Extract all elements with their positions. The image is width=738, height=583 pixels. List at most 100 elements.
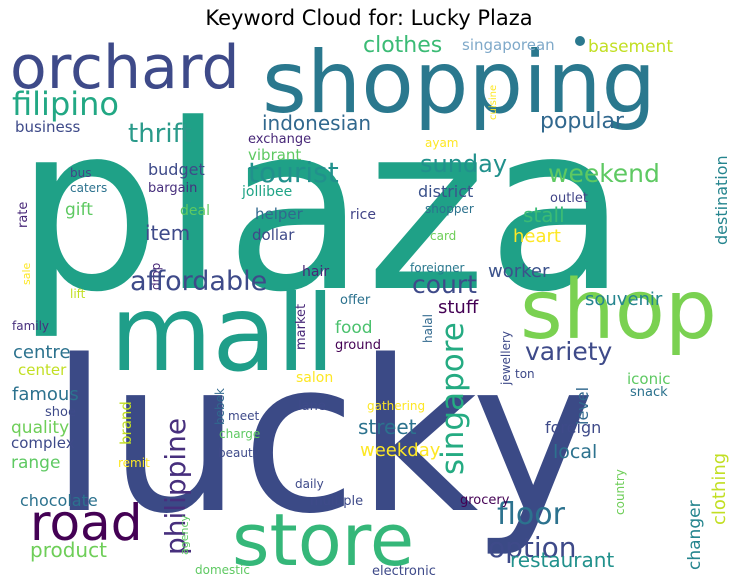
cloud-word-shop: shop [520,263,717,358]
cloud-word-country: country [613,469,627,515]
cloud-word-court: court [412,270,477,299]
cloud-word-drop: drop [149,263,163,290]
cloud-word-lucky: lucky [50,315,595,560]
cloud-word-chocolate: chocolate [20,491,98,510]
cloud-word-weekend: weekend [548,159,660,188]
cloud-word-filipino: filipino [12,85,119,123]
cloud-word-quality: quality [11,418,69,438]
cloud-word-range: range [11,453,60,473]
cloud-word-bargain: bargain [148,181,197,196]
cloud-word-famous: famous [12,384,79,405]
cloud-word-clothing: clothing [709,453,730,525]
cloud-word-family: family [12,319,49,333]
cloud-word-vibrant: vibrant [248,146,301,164]
cloud-word-shopping: shopping [262,33,656,133]
cloud-word-exchange: exchange [248,132,311,147]
cloud-word-changer: changer [685,500,705,570]
cloud-word-bebek: bebek [213,388,227,425]
cloud-word-philippine: philippine [159,418,192,555]
cloud-word-item: item [145,221,190,245]
cloud-word-meet: meet [228,409,259,423]
cloud-word-dollar: dollar [252,226,295,244]
cloud-word-grocery: grocery [460,493,510,508]
cloud-word-budget: budget [148,160,205,179]
cloud-word-hair: hair [302,264,329,280]
cloud-word-heart: heart [513,226,561,247]
dot-mark [575,36,585,46]
cloud-word-stall: stall [523,203,565,227]
cloud-word-center: center [18,361,67,379]
cloud-word-worker: worker [488,261,550,282]
cloud-word-mall: mall [110,273,335,395]
cloud-title: Keyword Cloud for: Lucky Plaza [205,6,533,30]
cloud-word-option: option [488,531,577,564]
cloud-word-singapore: singapore [435,322,471,475]
cloud-word-food: food [335,318,373,338]
cloud-word-cuisine: cuisine [488,85,499,120]
cloud-word-sale: sale [20,262,33,285]
cloud-word-outlet: outlet [550,191,588,206]
cloud-word-salon: salon [296,370,333,386]
cloud-word-lift: lift [70,287,86,301]
cloud-word-jewellery: jewellery [499,331,513,386]
cloud-word-multiple: multiple [310,494,363,509]
cloud-word-variety: variety [525,337,613,366]
cloud-word-domestic: domestic [195,563,250,577]
cloud-word-iconic: iconic [627,370,671,388]
cloud-word-ton: ton [515,367,535,381]
cloud-word-jollibee: jollibee [241,184,292,200]
cloud-word-business: business [15,118,81,136]
cloud-word-floor: floor [497,497,566,532]
cloud-word-affordable: affordable [130,266,267,297]
cloud-word-shopper: shopper [425,202,474,216]
cloud-word-deal: deal [180,203,210,219]
cloud-word-centre: centre [13,342,71,363]
cloud-word-product: product [30,538,107,562]
cloud-word-complex: complex [11,434,75,452]
cloud-word-road: road [30,494,142,552]
cloud-word-offer: offer [340,293,371,308]
cloud-word-restaurant: restaurant [510,548,614,572]
cloud-word-gift: gift [65,200,93,220]
cloud-word-clothes: clothes [363,33,442,58]
cloud-word-store: store [232,498,414,582]
cloud-word-remit: remit [118,456,150,470]
cloud-word-beauty: beauty [218,446,260,460]
cloud-word-ground: ground [335,338,381,353]
cloud-word-indonesian: indonesian [262,111,371,135]
cloud-word-sunday: sunday [420,150,507,178]
cloud-word-foreign: foreign [545,418,601,437]
cloud-word-tourist: tourist [248,156,339,189]
cloud-word-district: district [418,182,473,201]
cloud-word-basement: basement [588,37,673,57]
cloud-word-plaza: plaza [15,76,628,343]
cloud-word-gathering: gathering [367,399,425,413]
cloud-word-electronic: electronic [372,564,436,579]
cloud-word-foreigner: foreigner [410,261,465,275]
cloud-word-weekday: weekday [360,440,441,461]
cloud-word-street: street [358,415,417,439]
cloud-word-snack: snack [630,385,668,400]
cloud-word-brand: brand [117,401,135,445]
cloud-word-halal: halal [421,314,435,343]
cloud-word-charge: charge [219,427,260,441]
cloud-word-rice: rice [350,207,376,223]
cloud-word-lane: lane [298,399,326,414]
cloud-word-card: card [430,229,456,243]
cloud-word-caters: caters [70,181,107,195]
cloud-word-orchard: orchard [10,33,240,103]
cloud-word-helper: helper [255,205,304,223]
cloud-word-destination: destination [712,155,731,245]
cloud-word-shoe: shoe [45,405,76,420]
cloud-word-stuff: stuff [438,297,479,318]
cloud-word-bus: bus [70,166,91,180]
cloud-word-ayam: ayam [425,136,459,150]
cloud-word-local: local [553,441,597,463]
cloud-word-souvenir: souvenir [585,289,663,310]
cloud-word-popular: popular [540,109,625,134]
cloud-word-daily: daily [295,477,324,491]
cloud-word-rate: rate [16,202,31,228]
cloud-word-thrift: thrift [128,119,191,149]
cloud-word-market: market [294,304,309,350]
